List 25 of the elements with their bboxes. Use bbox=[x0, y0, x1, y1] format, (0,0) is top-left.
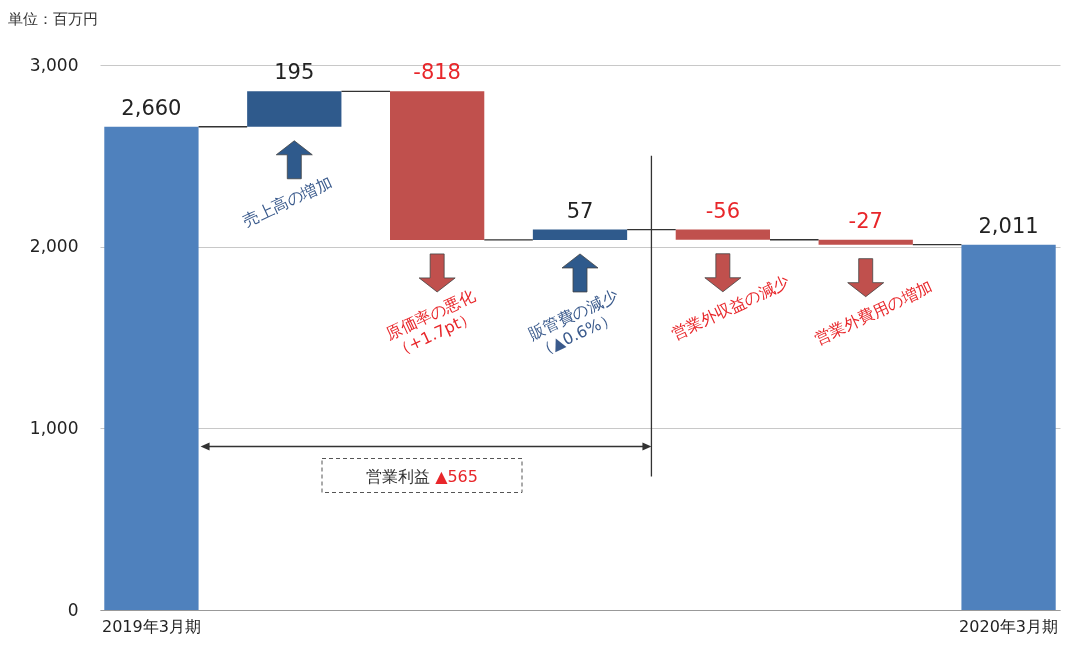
annotation: 売上高の増加 bbox=[239, 172, 335, 231]
data-label: -27 bbox=[848, 208, 883, 233]
bar bbox=[818, 239, 913, 245]
annotation: 営業利益 ▲565 bbox=[366, 466, 478, 486]
text: 単位：百万円 bbox=[8, 10, 98, 28]
annotation: 営業外費用の増加 bbox=[811, 276, 936, 349]
y-tick-label: 0 bbox=[67, 599, 79, 620]
x-tick-label: 2019年3月期 bbox=[101, 616, 201, 636]
data-label: 2,660 bbox=[121, 95, 182, 120]
bar bbox=[532, 229, 628, 240]
bar bbox=[104, 126, 199, 610]
y-tick-label: 2,000 bbox=[29, 236, 79, 257]
x-tick-label: 2020年3月期 bbox=[959, 616, 1059, 636]
y-tick-label: 1,000 bbox=[29, 417, 79, 438]
bar bbox=[247, 91, 342, 127]
data-label: 2,011 bbox=[978, 213, 1039, 238]
annotation: 営業外収益の減少 bbox=[668, 272, 793, 344]
data-label: 195 bbox=[274, 60, 315, 85]
bar bbox=[390, 91, 485, 240]
bar bbox=[961, 244, 1056, 610]
bar bbox=[675, 229, 770, 240]
data-label: -56 bbox=[705, 198, 741, 223]
data-label: -818 bbox=[413, 60, 461, 85]
y-tick-label: 3,000 bbox=[29, 54, 79, 75]
data-label: 57 bbox=[566, 198, 594, 223]
